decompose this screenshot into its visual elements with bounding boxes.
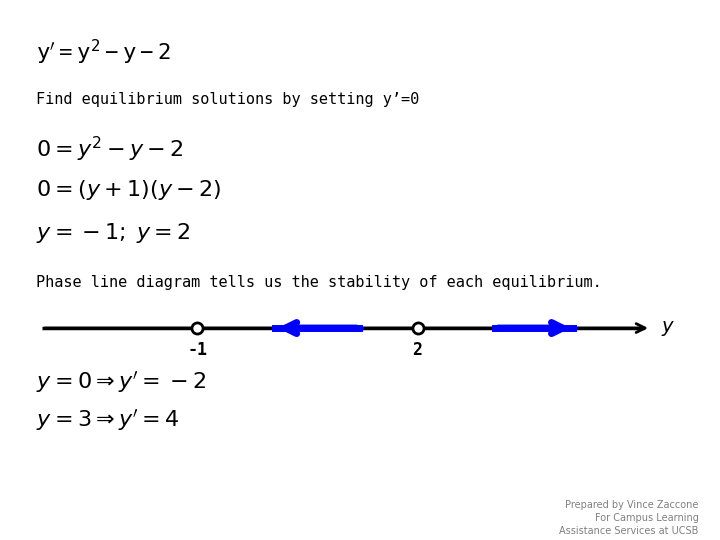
Text: 2: 2 — [413, 341, 423, 359]
Text: $y = 0 \Rightarrow y' = -2$: $y = 0 \Rightarrow y' = -2$ — [36, 370, 206, 395]
Text: Prepared by Vince Zaccone: Prepared by Vince Zaccone — [565, 500, 698, 510]
Text: For Campus Learning: For Campus Learning — [595, 513, 698, 523]
Text: Find equilibrium solutions by setting y’=0: Find equilibrium solutions by setting y’… — [36, 92, 419, 107]
Text: Assistance Services at UCSB: Assistance Services at UCSB — [559, 526, 698, 537]
Text: $0 = y^2 - y - 2$: $0 = y^2 - y - 2$ — [36, 135, 184, 164]
Text: $y = 3 \Rightarrow y' = 4$: $y = 3 \Rightarrow y' = 4$ — [36, 408, 180, 433]
Text: $y = -1;\; y = 2$: $y = -1;\; y = 2$ — [36, 221, 191, 245]
Text: $y$: $y$ — [661, 319, 675, 338]
Text: -1: -1 — [187, 341, 207, 359]
Text: $\mathtt{y' = y^2 - y - 2}$: $\mathtt{y' = y^2 - y - 2}$ — [36, 38, 171, 67]
Text: $0 = (y + 1)(y - 2)$: $0 = (y + 1)(y - 2)$ — [36, 178, 222, 202]
Text: Phase line diagram tells us the stability of each equilibrium.: Phase line diagram tells us the stabilit… — [36, 275, 602, 291]
